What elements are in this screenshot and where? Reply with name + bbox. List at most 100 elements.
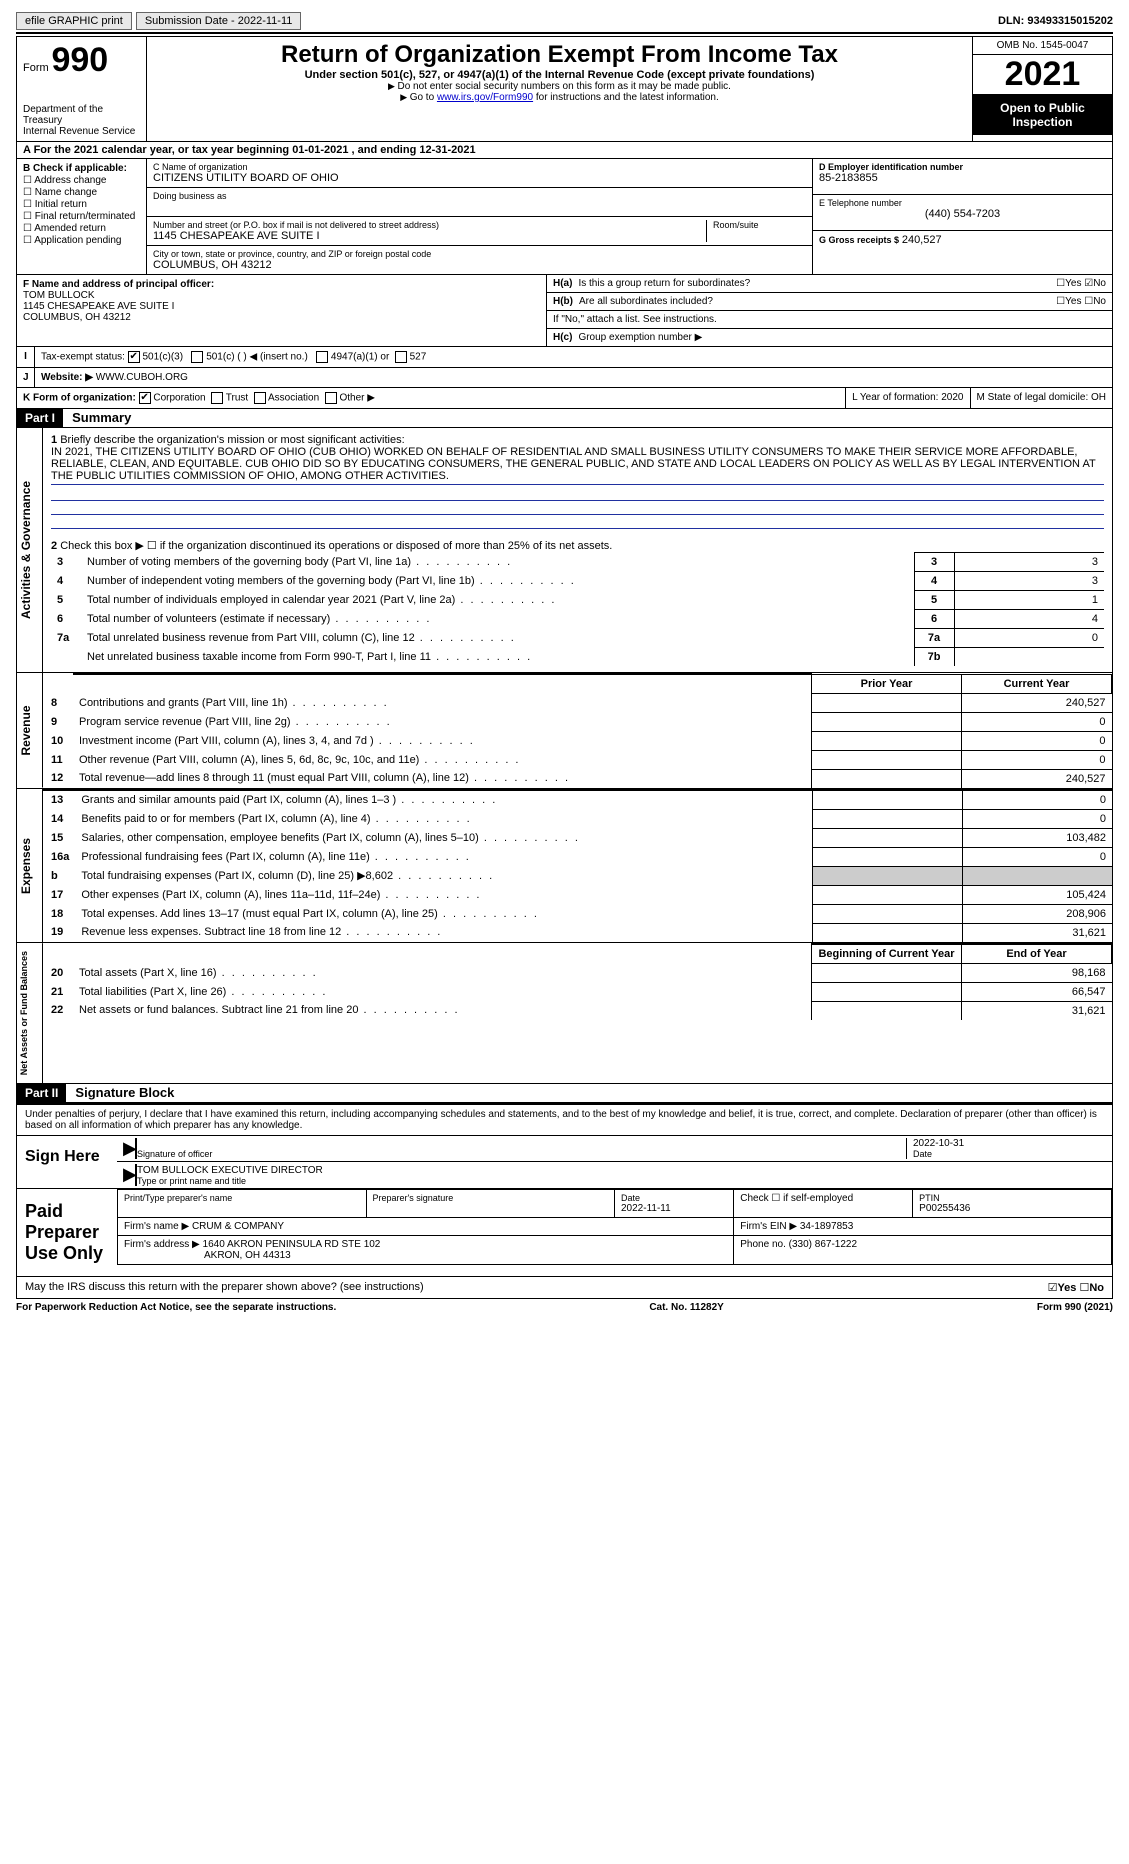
check-self[interactable]: Check ☐ if self-employed xyxy=(740,1193,906,1204)
submission-date: Submission Date - 2022-11-11 xyxy=(136,12,302,30)
check-trust[interactable] xyxy=(211,392,223,404)
discuss-no[interactable]: No xyxy=(1089,1282,1104,1294)
col-d-ids: D Employer identification number 85-2183… xyxy=(812,159,1112,274)
perjury-declaration: Under penalties of perjury, I declare th… xyxy=(17,1105,1112,1135)
part1-na: Net Assets or Fund Balances Beginning of… xyxy=(16,943,1113,1084)
k-row: K Form of organization: Corporation Trus… xyxy=(16,388,1113,409)
check-assoc[interactable] xyxy=(254,392,266,404)
preparer-table: Print/Type preparer's name Preparer's si… xyxy=(117,1189,1112,1265)
check-name-change[interactable]: Name change xyxy=(23,187,140,198)
ha-text: Is this a group return for subordinates? xyxy=(578,278,750,289)
goto-note: Go to www.irs.gov/Form990 for instructio… xyxy=(155,92,964,103)
status-label: Tax-exempt status: xyxy=(41,352,125,363)
name-label: C Name of organization xyxy=(153,162,806,172)
discuss-row: May the IRS discuss this return with the… xyxy=(16,1277,1113,1299)
website-value: WWW.CUBOH.ORG xyxy=(96,372,188,383)
opt-501c: 501(c) ( ) ◀ (insert no.) xyxy=(206,352,308,363)
vert-revenue: Revenue xyxy=(17,673,43,788)
row-a-period: A For the 2021 calendar year, or tax yea… xyxy=(16,142,1113,159)
ha-no[interactable]: No xyxy=(1093,278,1106,289)
k-label: K Form of organization: xyxy=(23,393,136,404)
vert-expenses: Expenses xyxy=(17,789,43,942)
discuss-yes[interactable]: Yes xyxy=(1057,1282,1076,1294)
part1-gov: Activities & Governance 1 Briefly descri… xyxy=(16,428,1113,673)
check-amended[interactable]: Amended return xyxy=(23,223,140,234)
form-number: 990 xyxy=(51,41,108,79)
addr-label: Number and street (or P.O. box if mail i… xyxy=(153,220,706,230)
form-header: Form 990 Department of the Treasury Inte… xyxy=(16,36,1113,142)
opt-501c3: 501(c)(3) xyxy=(142,352,183,363)
discuss-text: May the IRS discuss this return with the… xyxy=(25,1281,424,1294)
irs-label: Internal Revenue Service xyxy=(23,126,140,137)
footer-mid: Cat. No. 11282Y xyxy=(649,1302,723,1313)
mission-text: IN 2021, THE CITIZENS UTILITY BOARD OF O… xyxy=(51,446,1104,485)
hc-text: Group exemption number ▶ xyxy=(578,332,702,343)
opt-other: Other ▶ xyxy=(339,393,374,404)
na-table: Beginning of Current YearEnd of Year20To… xyxy=(43,943,1112,1020)
org-address: 1145 CHESAPEAKE AVE SUITE I xyxy=(153,230,706,242)
form-subtitle: Under section 501(c), 527, or 4947(a)(1)… xyxy=(155,69,964,81)
vert-activities-gov: Activities & Governance xyxy=(17,428,43,672)
check-corp[interactable] xyxy=(139,392,151,404)
check-501c3[interactable] xyxy=(128,351,140,363)
officer-addr1: 1145 CHESAPEAKE AVE SUITE I xyxy=(23,301,540,312)
ha-yes[interactable]: Yes xyxy=(1065,278,1081,289)
officer-h-grid: F Name and address of principal officer:… xyxy=(16,275,1113,347)
officer-name: TOM BULLOCK xyxy=(23,290,540,301)
paid-prep-label: Paid Preparer Use Only xyxy=(17,1189,117,1276)
officer-label: F Name and address of principal officer: xyxy=(23,279,540,290)
check-other[interactable] xyxy=(325,392,337,404)
check-initial-return[interactable]: Initial return xyxy=(23,199,140,210)
check-app-pending[interactable]: Application pending xyxy=(23,235,140,246)
omb-number: OMB No. 1545-0047 xyxy=(973,37,1112,55)
footer-right: Form 990 (2021) xyxy=(1037,1302,1113,1313)
hb-no[interactable]: No xyxy=(1093,296,1106,307)
sign-here-label: Sign Here xyxy=(17,1136,117,1188)
firm-phone: (330) 867-1222 xyxy=(789,1239,857,1250)
dba-label: Doing business as xyxy=(153,191,806,201)
part1-rev: Revenue Prior YearCurrent Year8Contribut… xyxy=(16,673,1113,789)
opt-corp: Corporation xyxy=(153,393,205,404)
opt-527: 527 xyxy=(410,352,427,363)
firm-ein-label: Firm's EIN ▶ xyxy=(740,1221,797,1232)
l-year: L Year of formation: 2020 xyxy=(845,388,969,408)
org-city: COLUMBUS, OH 43212 xyxy=(153,259,806,271)
irs-link[interactable]: www.irs.gov/Form990 xyxy=(437,92,533,103)
status-row: I Tax-exempt status: 501(c)(3) 501(c) ( … xyxy=(16,347,1113,368)
check-501c[interactable] xyxy=(191,351,203,363)
prep-date-label: Date xyxy=(621,1193,727,1203)
firm-phone-label: Phone no. xyxy=(740,1239,786,1250)
part1-hdr: Part I xyxy=(17,409,63,427)
check-final-return[interactable]: Final return/terminated xyxy=(23,211,140,222)
note2-pre: Go to xyxy=(410,92,437,103)
footer: For Paperwork Reduction Act Notice, see … xyxy=(16,1299,1113,1316)
check-address-change[interactable]: Address change xyxy=(23,175,140,186)
firm-name: CRUM & COMPANY xyxy=(192,1221,284,1232)
dln: DLN: 93493315015202 xyxy=(998,15,1113,27)
form-word: Form xyxy=(23,62,49,74)
room-label: Room/suite xyxy=(713,220,806,230)
ein-label: D Employer identification number xyxy=(819,162,1106,172)
exp-table: 13Grants and similar amounts paid (Part … xyxy=(43,789,1112,942)
org-name: CITIZENS UTILITY BOARD OF OHIO xyxy=(153,172,806,184)
col-b-title: B Check if applicable: xyxy=(23,163,140,174)
opt-assoc: Association xyxy=(268,393,319,404)
firm-addr-label: Firm's address ▶ xyxy=(124,1239,200,1250)
firm-addr2: AKRON, OH 44313 xyxy=(204,1250,291,1261)
sig-officer-label: Signature of officer xyxy=(137,1149,906,1159)
firm-name-label: Firm's name ▶ xyxy=(124,1221,189,1232)
ein-value: 85-2183855 xyxy=(819,172,1106,184)
gross-label: G Gross receipts $ xyxy=(819,235,899,245)
officer-block: F Name and address of principal officer:… xyxy=(17,275,547,346)
efile-print[interactable]: efile GRAPHIC print xyxy=(16,12,132,30)
prep-sig-label: Preparer's signature xyxy=(373,1193,609,1203)
check-527[interactable] xyxy=(395,351,407,363)
hb-yes[interactable]: Yes xyxy=(1065,296,1081,307)
ptin-value: P00255436 xyxy=(919,1203,1105,1214)
signature-block: Under penalties of perjury, I declare th… xyxy=(16,1103,1113,1277)
col-c-org: C Name of organization CITIZENS UTILITY … xyxy=(147,159,812,274)
col-b-checks: B Check if applicable: Address change Na… xyxy=(17,159,147,274)
part2-title: Signature Block xyxy=(75,1085,174,1100)
open-inspection: Open to Public Inspection xyxy=(973,95,1112,135)
check-4947[interactable] xyxy=(316,351,328,363)
